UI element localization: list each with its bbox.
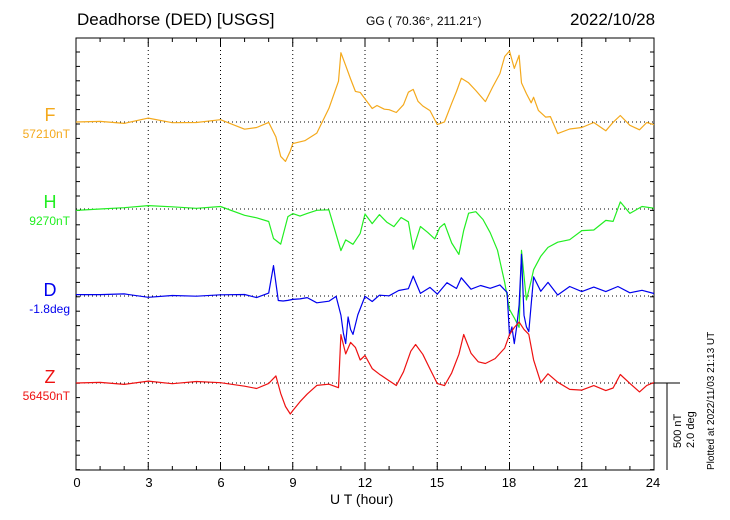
series-lines <box>75 50 655 415</box>
baseline-lines <box>76 121 654 384</box>
x-tick-label: 24 <box>645 475 661 490</box>
channel-label-f: F <box>44 105 56 125</box>
x-tick-label: 15 <box>429 475 445 490</box>
x-tick-label: 0 <box>73 475 81 490</box>
channel-baseline-h: 9270nT <box>29 214 70 228</box>
channel-baseline-z: 56450nT <box>22 389 70 403</box>
scale-bar <box>654 382 680 470</box>
channel-label-z: Z <box>44 367 56 387</box>
series-line-z <box>75 321 655 415</box>
series-line-d <box>76 253 655 345</box>
x-tick-label: 21 <box>573 475 589 490</box>
plot-date: 2022/10/28 <box>570 10 656 29</box>
x-tick-label: 9 <box>289 475 297 490</box>
x-tick-label: 12 <box>357 475 373 490</box>
channel-baseline-f: 57210nT <box>22 127 70 141</box>
grid-lines <box>147 38 583 470</box>
station-title: Deadhorse (DED) [USGS] <box>77 10 275 29</box>
axis-ticks <box>75 38 655 471</box>
x-tick-label: 3 <box>145 475 153 490</box>
channel-label-d: D <box>43 280 57 300</box>
x-tick-label: 18 <box>501 475 517 490</box>
x-tick-label: 6 <box>217 475 225 490</box>
series-line-f <box>75 50 655 162</box>
channel-label-h: H <box>43 192 57 212</box>
x-axis-label: U T (hour) <box>330 491 394 507</box>
station-coordinates: GG ( 70.36°, 211.21°) <box>366 14 482 28</box>
series-line-h <box>75 201 655 328</box>
channel-baseline-d: -1.8deg <box>29 302 70 316</box>
